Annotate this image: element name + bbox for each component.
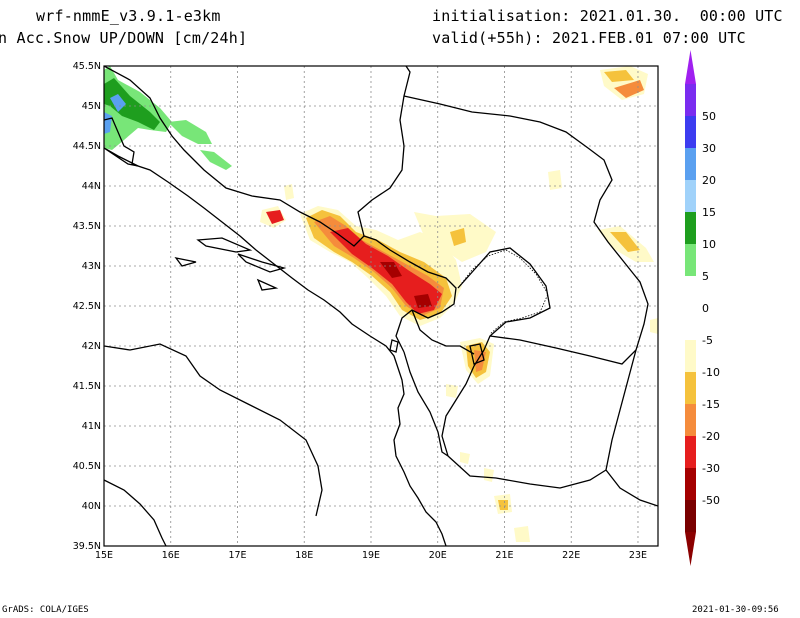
colorbar-label: 5 [702, 270, 709, 283]
colorbar-band [685, 340, 696, 372]
lat-tick-label: 45.5N [73, 61, 101, 72]
colorbar-band [685, 84, 696, 116]
colorbar-band [685, 436, 696, 468]
lat-tick-label: 44N [82, 181, 101, 192]
colorbar-band [685, 308, 696, 340]
colorbar-band [685, 244, 696, 276]
lat-tick-labels: 45.5N 45N 44.5N 44N 43.5N 43N 42.5N 42N 41.5N 41N… [73, 61, 101, 552]
lon-tick-label: 18E [295, 550, 313, 561]
colorbar-band [685, 116, 696, 148]
lon-tick-labels: 15E 16E 17E 18E 19E 20E 21E 22E 23E [95, 550, 647, 561]
lat-tick-label: 43.5N [73, 221, 101, 232]
island [198, 238, 250, 252]
border [490, 336, 636, 364]
colorbar-label: 10 [702, 238, 716, 251]
border [458, 250, 548, 334]
lat-tick-label: 40.5N [73, 461, 101, 472]
lat-tick-label: 44.5N [73, 141, 101, 152]
lon-tick-label: 17E [228, 550, 246, 561]
colorbar-label: -15 [702, 398, 720, 411]
snow-down-area [548, 170, 562, 190]
border [404, 352, 448, 456]
colorbar-label: 50 [702, 110, 716, 123]
lat-tick-label: 42.5N [73, 301, 101, 312]
lon-tick-label: 22E [562, 550, 580, 561]
colorbar-cap-top [685, 50, 696, 84]
colorbar-band [685, 404, 696, 436]
lat-tick-label: 40N [82, 501, 101, 512]
colorbar-band [685, 468, 696, 500]
snow-down-area [514, 526, 530, 542]
colorbar-band [685, 500, 696, 532]
colorbar-label: -5 [702, 334, 713, 347]
snow-down-area [446, 384, 458, 398]
snow-down-area [460, 452, 470, 464]
colorbar-band [685, 372, 696, 404]
lat-tick-label: 41.5N [73, 381, 101, 392]
island [176, 258, 196, 266]
colorbar-label: 30 [702, 142, 716, 155]
lon-tick-label: 16E [162, 550, 180, 561]
lat-tick-label: 41N [82, 421, 101, 432]
colorbar-label: -30 [702, 462, 720, 475]
lon-tick-label: 23E [629, 550, 647, 561]
colorbar-label: -20 [702, 430, 720, 443]
colorbar-band [685, 180, 696, 212]
snow-down-area [650, 318, 658, 334]
coastline [104, 118, 446, 546]
kosovo-border [458, 250, 548, 334]
border [448, 456, 606, 488]
colorbar-label: -50 [702, 494, 720, 507]
island [238, 254, 284, 272]
island [258, 280, 276, 290]
timestamp-text: 2021-01-30-09:56 [692, 605, 779, 615]
lon-tick-label: 21E [495, 550, 513, 561]
lat-tick-label: 42N [82, 341, 101, 352]
lon-tick-label: 19E [362, 550, 380, 561]
colorbar-cap-bottom [685, 532, 696, 566]
colorbar-label: -10 [702, 366, 720, 379]
snow-field [104, 66, 658, 542]
colorbar-band [685, 276, 696, 308]
colorbar-label: 20 [702, 174, 716, 187]
colorbar-band [685, 148, 696, 180]
coastline [104, 480, 166, 546]
lat-tick-label: 45N [82, 101, 101, 112]
credit-text: GrADS: COLA/IGES [2, 605, 89, 615]
lon-tick-label: 20E [429, 550, 447, 561]
snow-up-area [200, 150, 232, 170]
colorbar-band [685, 212, 696, 244]
lat-tick-label: 43N [82, 261, 101, 272]
snow-down-area [484, 468, 494, 482]
snow-up-area [168, 120, 212, 144]
coastline [104, 344, 322, 516]
lat-tick-label: 39.5N [73, 541, 101, 552]
border [358, 66, 410, 236]
colorbar-label: 0 [702, 302, 709, 315]
colorbar-label: 15 [702, 206, 716, 219]
